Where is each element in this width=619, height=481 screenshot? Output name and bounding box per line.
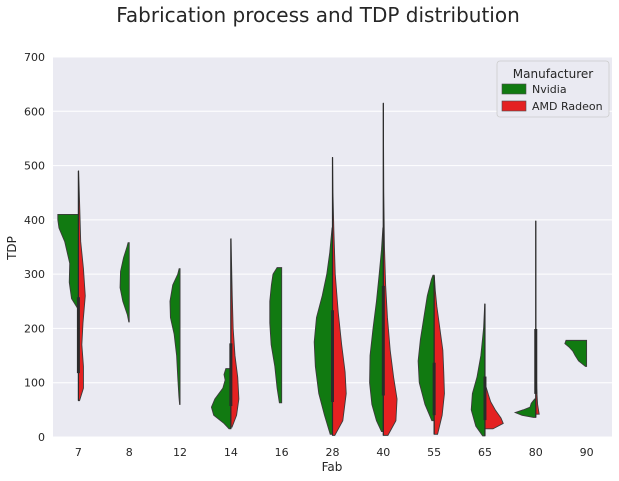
x-tick-label: 80 [529,446,543,459]
violin-half-nvidia-90 [564,339,588,367]
violin-half-nvidia-14 [210,368,232,430]
y-tick-label: 600 [24,105,45,118]
x-axis-label: Fab [322,460,343,474]
violin-half-nvidia-7 [57,213,79,309]
legend-title: Manufacturer [513,67,593,81]
x-tick-label: 40 [376,446,390,459]
chart-title: Fabrication process and TDP distribution [116,3,520,27]
x-tick-label: 55 [427,446,441,459]
x-tick-label: 12 [173,446,187,459]
violin-half-nvidia-12 [169,268,181,405]
x-tick-label: 8 [126,446,133,459]
x-tick-label: 90 [580,446,594,459]
x-tick-label: 16 [275,446,289,459]
y-axis-label: TDP [5,236,19,261]
legend-label-nvidia: Nvidia [532,83,567,96]
legend-swatch-amd-radeon [501,100,527,112]
x-tick-label: 28 [326,446,340,459]
y-tick-label: 100 [24,377,45,390]
violin-half-nvidia-55 [417,274,435,422]
legend: Manufacturer Nvidia AMD Radeon [496,60,610,118]
y-tick-label: 300 [24,268,45,281]
y-tick-label: 200 [24,322,45,335]
legend-swatch-nvidia [501,83,527,95]
x-tick-label: 7 [75,446,82,459]
y-tick-label: 0 [38,431,45,444]
violin-half-nvidia-8 [119,242,130,323]
legend-label-amd-radeon: AMD Radeon [532,100,603,113]
y-tick-label: 700 [24,51,45,64]
y-tick-label: 400 [24,214,45,227]
y-tick-label: 500 [24,160,45,173]
x-tick-label: 65 [478,446,492,459]
x-tick-label: 14 [224,446,238,459]
violin-half-nvidia-16 [269,267,283,404]
